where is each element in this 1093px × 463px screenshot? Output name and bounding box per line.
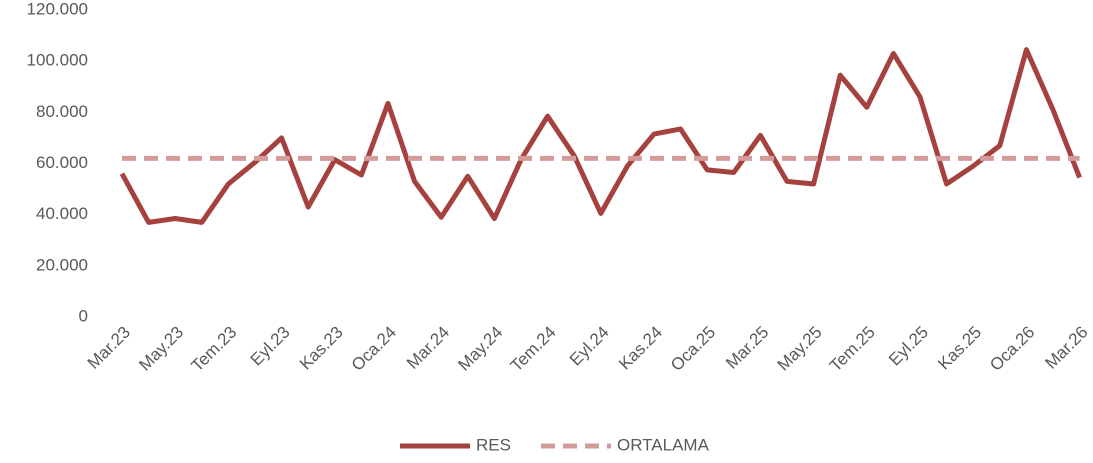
- x-tick-label: Mar.23: [84, 323, 134, 373]
- x-tick-label: Tem.25: [826, 323, 879, 376]
- x-tick-label: Kas.24: [615, 323, 666, 374]
- x-tick-label: Mar.26: [1041, 323, 1091, 373]
- legend-label: RES: [476, 435, 511, 454]
- y-tick-label: 120.000: [27, 0, 88, 18]
- x-tick-label: Tem.24: [507, 323, 560, 376]
- x-tick-label: Eyl.24: [566, 323, 613, 370]
- x-tick-label: May.23: [135, 323, 187, 375]
- x-tick-label: Oca.26: [986, 323, 1038, 375]
- y-tick-label: 20.000: [36, 255, 88, 274]
- x-tick-label: Tem.23: [188, 323, 241, 376]
- x-tick-label: May.25: [774, 323, 826, 375]
- x-tick-label: Mar.24: [403, 323, 453, 373]
- y-tick-label: 0: [79, 306, 88, 325]
- x-tick-label: Eyl.23: [247, 323, 294, 370]
- x-tick-label: Kas.25: [934, 323, 985, 374]
- x-tick-label: Eyl.25: [885, 323, 932, 370]
- x-tick-label: Mar.25: [722, 323, 772, 373]
- x-tick-label: Kas.23: [296, 323, 347, 374]
- x-tick-label: Oca.25: [667, 323, 719, 375]
- y-tick-label: 80.000: [36, 102, 88, 121]
- series-line: [119, 47, 1082, 225]
- y-tick-label: 100.000: [27, 51, 88, 70]
- y-tick-label: 60.000: [36, 153, 88, 172]
- legend-label: ORTALAMA: [617, 435, 710, 454]
- x-tick-label: May.24: [454, 323, 506, 375]
- x-tick-label: Oca.24: [348, 323, 400, 375]
- y-tick-label: 40.000: [36, 204, 88, 223]
